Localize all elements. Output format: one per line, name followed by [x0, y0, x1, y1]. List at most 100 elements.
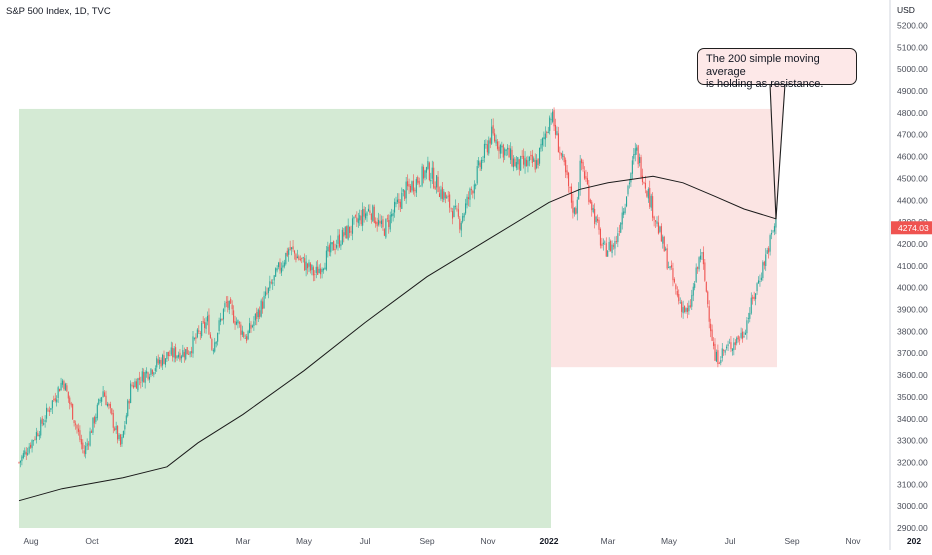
candle-body: [463, 213, 465, 218]
candle: [713, 337, 715, 350]
candle-body: [502, 144, 504, 158]
candle-body: [734, 342, 736, 345]
candle: [228, 300, 230, 315]
candle-body: [495, 139, 497, 144]
candle: [135, 378, 137, 389]
candle: [328, 243, 330, 257]
candle: [633, 147, 635, 165]
y-tick-label: 4700.00: [897, 130, 928, 140]
candle: [521, 150, 523, 159]
candle-body: [37, 433, 39, 437]
candle: [608, 237, 610, 252]
candle: [565, 157, 567, 179]
candle-body: [173, 348, 175, 358]
x-tick-label: Mar: [236, 536, 251, 546]
candle-body: [486, 144, 488, 153]
candle: [520, 155, 522, 171]
candle-body: [428, 162, 430, 181]
x-tick-label: May: [296, 536, 313, 546]
candle: [460, 220, 462, 238]
candle: [392, 209, 394, 222]
candle-body: [131, 384, 133, 386]
candle: [715, 349, 717, 363]
candle: [380, 215, 383, 229]
candle-body: [737, 336, 739, 340]
candle: [511, 146, 513, 168]
candle-body: [391, 214, 393, 217]
candle-body: [465, 203, 467, 214]
candle-body: [649, 188, 651, 207]
candle-body: [369, 210, 371, 214]
candle: [279, 258, 281, 274]
candle-body: [301, 258, 303, 259]
candle: [447, 191, 449, 202]
candle: [607, 250, 609, 257]
candle-body: [569, 187, 571, 188]
candle-body: [96, 404, 98, 419]
candle-body: [360, 215, 362, 225]
candle: [588, 179, 590, 205]
candle-body: [362, 209, 364, 226]
candle: [67, 391, 69, 403]
candle: [649, 180, 651, 209]
candle-body: [246, 336, 248, 341]
candle: [755, 292, 757, 306]
candle: [199, 330, 201, 340]
candle-body: [280, 267, 282, 273]
candle-body: [637, 145, 639, 165]
candle: [766, 247, 768, 255]
candle: [398, 193, 400, 210]
candle-body: [618, 230, 620, 232]
candle: [186, 346, 188, 355]
candle-body: [688, 305, 690, 312]
candle-body: [34, 438, 36, 440]
candle: [494, 128, 496, 143]
candle: [589, 198, 591, 204]
candle-body: [215, 341, 217, 344]
candle-body: [499, 144, 501, 154]
candle-body: [134, 381, 136, 387]
candle: [424, 169, 426, 181]
candle-body: [104, 392, 106, 397]
candle-body: [494, 133, 496, 142]
candle-body: [386, 218, 388, 220]
candle: [399, 199, 401, 212]
candle-body: [536, 160, 538, 169]
candle-body: [191, 351, 193, 353]
candle-body: [140, 381, 142, 383]
y-tick-label: 4800.00: [897, 108, 928, 118]
candle: [153, 371, 155, 378]
candle: [247, 329, 249, 341]
candle: [714, 338, 716, 361]
candle-body: [349, 226, 351, 233]
candle: [684, 305, 686, 314]
candle-body: [105, 395, 107, 406]
candle-body: [53, 399, 55, 400]
candle: [412, 174, 414, 195]
candle-body: [615, 240, 617, 242]
candle: [724, 349, 726, 356]
candle-body: [44, 420, 46, 423]
candle: [486, 140, 488, 156]
candle-body: [511, 149, 513, 167]
candle: [77, 423, 79, 436]
candle: [301, 257, 303, 264]
candle: [166, 351, 168, 363]
candle-body: [304, 258, 306, 271]
candle: [652, 192, 654, 222]
candle-body: [641, 175, 644, 183]
candle-body: [67, 391, 69, 399]
candle: [283, 259, 285, 269]
candle-body: [728, 342, 731, 344]
candle-body: [253, 321, 255, 326]
candle: [517, 157, 519, 170]
candle: [376, 217, 378, 232]
candle: [679, 297, 681, 305]
annotation-callout[interactable]: The 200 simple moving average is holding…: [697, 48, 857, 90]
candle: [543, 131, 545, 147]
candle: [438, 186, 441, 198]
candle: [575, 206, 577, 215]
candle-body: [505, 149, 507, 151]
